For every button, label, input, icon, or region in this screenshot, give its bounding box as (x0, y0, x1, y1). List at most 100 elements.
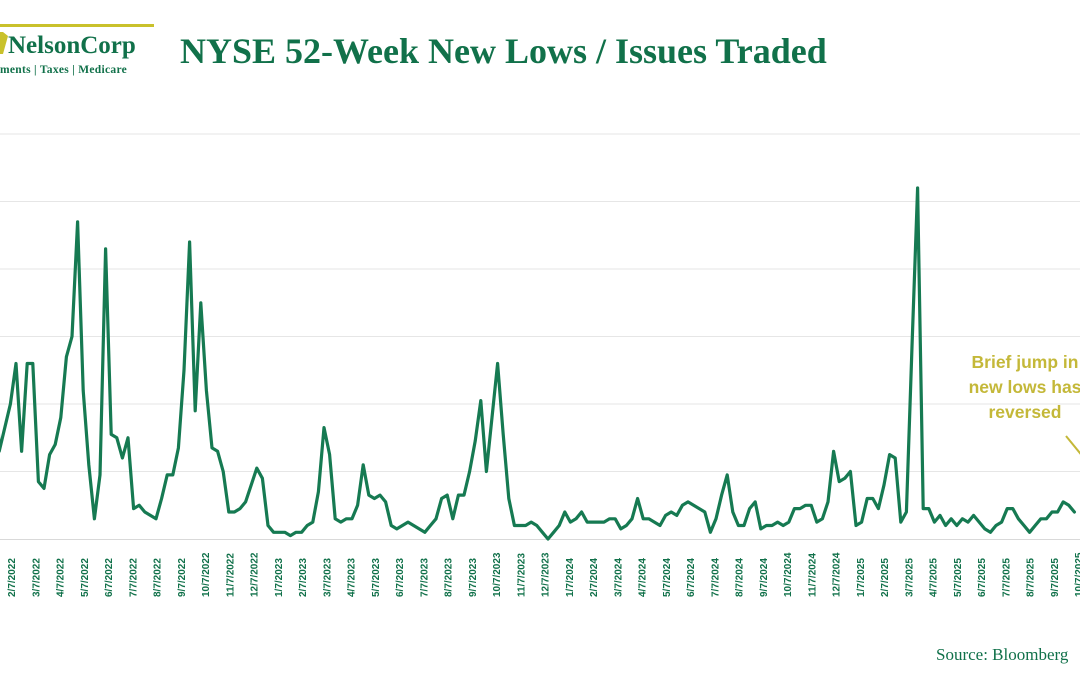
data-point (345, 517, 348, 520)
data-point (1067, 504, 1071, 507)
data-point (154, 517, 158, 520)
data-point (418, 527, 421, 531)
data-point (423, 531, 426, 534)
data-point (20, 450, 23, 453)
data-point (115, 436, 119, 439)
data-point (233, 510, 236, 514)
data-point (625, 524, 628, 527)
data-point (149, 514, 152, 517)
data-point (916, 186, 919, 190)
data-point (630, 517, 634, 520)
data-point (658, 524, 662, 527)
data-point (390, 524, 393, 527)
x-tick-label: 1/7/2023 (274, 558, 285, 597)
source-note: Source: Bloomberg (936, 645, 1069, 664)
data-point (944, 524, 947, 527)
data-point (227, 510, 230, 514)
data-point (580, 510, 583, 514)
data-point (832, 450, 835, 453)
data-point (821, 517, 824, 520)
data-point (709, 531, 712, 534)
logo-check-icon (0, 32, 8, 54)
data-point (412, 524, 415, 527)
data-point (395, 527, 398, 531)
data-point (250, 483, 253, 487)
data-point (642, 517, 645, 520)
data-point (76, 220, 79, 223)
data-point (569, 520, 572, 524)
data-point (1017, 517, 1020, 520)
data-point (42, 487, 46, 490)
data-point (955, 524, 958, 527)
data-point (737, 524, 740, 527)
data-point (843, 477, 846, 480)
data-point (266, 524, 270, 527)
data-point (48, 453, 51, 456)
x-tick-label: 4/7/2025 (929, 558, 940, 597)
data-point (1050, 510, 1054, 514)
annotation: Brief jump in new lows has reversed (950, 350, 1080, 425)
data-point (1034, 524, 1037, 527)
x-tick-label: 3/7/2025 (904, 558, 915, 597)
data-point (938, 514, 942, 517)
data-point (720, 493, 723, 497)
x-tick-label: 7/7/2023 (419, 558, 430, 597)
x-tick-label: 9/7/2025 (1050, 558, 1061, 597)
data-point (479, 399, 482, 402)
data-point (961, 517, 964, 520)
data-point (546, 537, 550, 541)
data-point (759, 527, 762, 531)
data-point (406, 520, 410, 524)
data-point (838, 480, 841, 483)
data-point (670, 510, 673, 514)
x-tick-labels: 2/7/2022 3/7/2022 4/7/2022 5/7/2022 6/7/2022… (7, 552, 1080, 597)
data-point (860, 520, 863, 524)
data-point (782, 524, 785, 527)
chart-title: NYSE 52-Week New Lows / Issues Traded (180, 31, 827, 71)
series-points (0, 186, 1076, 541)
data-point (104, 247, 107, 250)
data-point (966, 520, 970, 524)
data-point (558, 524, 561, 527)
data-point (978, 520, 981, 524)
data-point (1022, 524, 1026, 527)
data-point (793, 507, 796, 510)
data-point (26, 362, 29, 365)
data-point (765, 524, 768, 527)
data-point (1011, 507, 1014, 510)
data-point (905, 510, 908, 514)
x-tick-label: 7/7/2022 (128, 558, 139, 597)
logo-tagline: ments | Taxes | Medicare (0, 64, 128, 76)
x-tick-label: 9/7/2023 (468, 558, 479, 597)
data-point (194, 409, 197, 412)
data-point (272, 531, 275, 534)
x-tick-label: 8/7/2024 (735, 558, 746, 597)
data-point (614, 517, 617, 520)
x-tick-label: 12/7/2024 (832, 552, 843, 597)
x-tick-label: 9/7/2022 (177, 558, 188, 597)
x-tick-label: 10/7/2022 (201, 552, 212, 597)
data-point (362, 463, 365, 466)
data-point (698, 507, 701, 510)
data-point (216, 450, 219, 453)
data-point (65, 355, 68, 358)
data-point (507, 497, 510, 500)
logo-accent-bar (0, 24, 154, 27)
data-point (474, 439, 477, 443)
data-point (322, 426, 326, 429)
data-point (367, 493, 370, 497)
data-point (602, 520, 606, 524)
x-tick-label: 11/7/2023 (516, 553, 527, 597)
data-point (770, 524, 774, 527)
x-tick-label: 12/7/2023 (541, 552, 552, 597)
x-tick-label: 1/7/2024 (565, 558, 576, 597)
data-point (530, 520, 533, 524)
data-point (59, 416, 62, 419)
x-tick-label: 9/7/2024 (759, 558, 770, 597)
data-point (306, 524, 309, 527)
data-point (143, 510, 146, 514)
data-point (244, 500, 247, 504)
data-point (138, 504, 141, 507)
x-tick-label: 4/7/2024 (638, 558, 649, 597)
